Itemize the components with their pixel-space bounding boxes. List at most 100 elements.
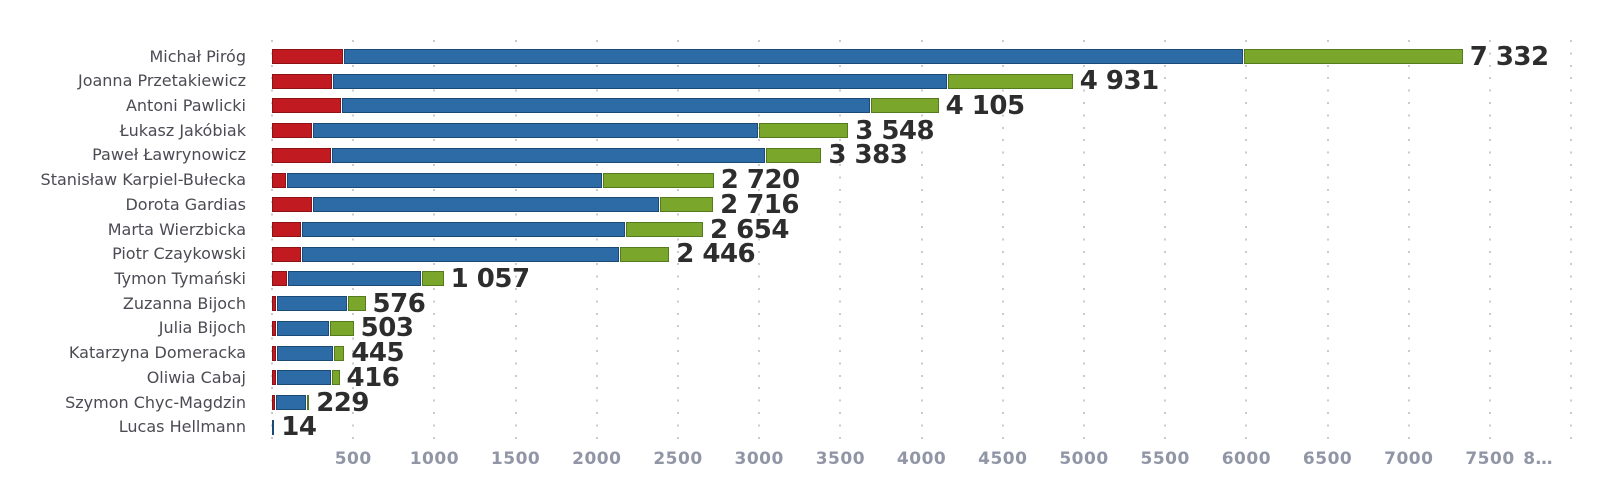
gridline (1083, 40, 1085, 444)
blue-segment[interactable] (272, 419, 275, 435)
gridline (1245, 40, 1248, 444)
green-segment[interactable] (422, 271, 444, 287)
red-segment[interactable] (272, 345, 277, 361)
value-label: 3 548 (855, 115, 935, 146)
gridline (1407, 40, 1410, 444)
value-label: 503 (360, 313, 414, 344)
category-label: Oliwia Cabaj (146, 367, 246, 387)
blue-segment[interactable] (301, 246, 619, 262)
blue-segment[interactable] (277, 296, 347, 312)
red-segment[interactable] (272, 370, 277, 386)
category-label: Łukasz Jakóbiak (119, 120, 246, 140)
value-label: 2 716 (720, 189, 799, 220)
red-segment[interactable] (272, 271, 287, 287)
x-tick-label: 6500 (1302, 449, 1353, 469)
x-tick-label: 5000 (1059, 449, 1109, 469)
green-segment[interactable] (347, 296, 366, 312)
green-segment[interactable] (619, 246, 670, 262)
category-label: Lucas Hellmann (118, 417, 246, 437)
green-segment[interactable] (758, 123, 849, 139)
red-segment[interactable] (272, 222, 302, 238)
value-label: 7 332 (1469, 41, 1549, 72)
category-label: Zuzanna Bijoch (122, 293, 246, 313)
x-tick-label: 1000 (409, 449, 460, 469)
category-label: Paweł Ławrynowicz (92, 145, 246, 165)
x-tick-label: 7500 (1465, 449, 1515, 469)
value-label: 4 105 (945, 90, 1025, 121)
green-segment[interactable] (948, 73, 1073, 89)
x-tick-label: 4000 (896, 449, 947, 469)
x-tick-label: 3000 (734, 449, 784, 469)
value-label: 445 (351, 338, 405, 369)
value-label: 1 057 (450, 263, 530, 294)
green-segment[interactable] (1243, 49, 1463, 64)
gridline (595, 40, 598, 444)
blue-segment[interactable] (277, 370, 331, 386)
blue-segment[interactable] (313, 123, 758, 139)
gridline (1489, 40, 1491, 444)
gridline (677, 40, 679, 444)
blue-segment[interactable] (287, 172, 602, 188)
red-segment[interactable] (272, 246, 301, 262)
blue-segment[interactable] (277, 320, 329, 336)
blue-segment[interactable] (331, 147, 766, 163)
category-label: Tymon Tymański (114, 268, 246, 288)
green-segment[interactable] (334, 345, 345, 361)
category-label: Marta Wierzbicka (107, 219, 246, 239)
gridline (758, 40, 761, 444)
value-label: 416 (346, 362, 400, 393)
category-label: Antoni Pawlicki (125, 95, 246, 115)
value-label: 2 446 (676, 239, 756, 270)
red-segment[interactable] (272, 123, 313, 139)
green-segment[interactable] (602, 172, 714, 188)
gridline (1326, 40, 1329, 444)
blue-segment[interactable] (332, 73, 948, 89)
value-label: 2 654 (710, 214, 789, 245)
blue-segment[interactable] (287, 271, 422, 287)
value-label: 4 931 (1079, 66, 1159, 97)
category-label: Julia Bijoch (158, 318, 246, 338)
x-tick-label: 7000 (1384, 449, 1434, 469)
x-tick-label: 500 (334, 449, 372, 469)
red-segment[interactable] (272, 296, 277, 312)
green-segment[interactable] (871, 98, 939, 114)
blue-segment[interactable] (277, 345, 334, 361)
x-tick-label: 2500 (653, 449, 703, 469)
gridline (920, 40, 923, 444)
gridline (1001, 40, 1004, 444)
gridline (433, 40, 436, 444)
red-segment[interactable] (272, 147, 331, 163)
red-segment[interactable] (272, 320, 277, 336)
red-segment[interactable] (272, 172, 287, 188)
red-segment[interactable] (272, 49, 343, 64)
green-segment[interactable] (331, 370, 340, 386)
category-label: Stanisław Karpiel-Bułecka (40, 170, 246, 190)
blue-segment[interactable] (275, 395, 306, 411)
red-segment[interactable] (272, 73, 332, 89)
category-label: Piotr Czaykowski (112, 244, 246, 264)
gridline (839, 40, 842, 444)
green-segment[interactable] (766, 147, 822, 163)
gridline (352, 40, 355, 444)
green-segment[interactable] (626, 222, 703, 238)
category-label: Dorota Gardias (125, 194, 246, 214)
category-label: Katarzyna Domeracka (68, 343, 246, 363)
category-label: Joanna Przetakiewicz (77, 71, 246, 91)
value-label: 14 (281, 412, 317, 443)
blue-segment[interactable] (302, 222, 626, 238)
blue-segment[interactable] (343, 49, 1243, 64)
blue-segment[interactable] (341, 98, 871, 114)
value-label: 2 720 (720, 165, 800, 196)
green-segment[interactable] (659, 197, 714, 213)
blue-segment[interactable] (313, 197, 659, 213)
gridline (1570, 40, 1573, 444)
x-tick-label: 3500 (815, 449, 866, 469)
x-tick-label: 8… (1523, 449, 1554, 469)
x-tick-label: 6000 (1221, 449, 1272, 469)
green-segment[interactable] (306, 395, 310, 411)
red-segment[interactable] (272, 395, 275, 411)
red-segment[interactable] (272, 98, 341, 114)
green-segment[interactable] (330, 320, 354, 336)
red-segment[interactable] (272, 197, 313, 213)
gridline (1164, 40, 1167, 444)
